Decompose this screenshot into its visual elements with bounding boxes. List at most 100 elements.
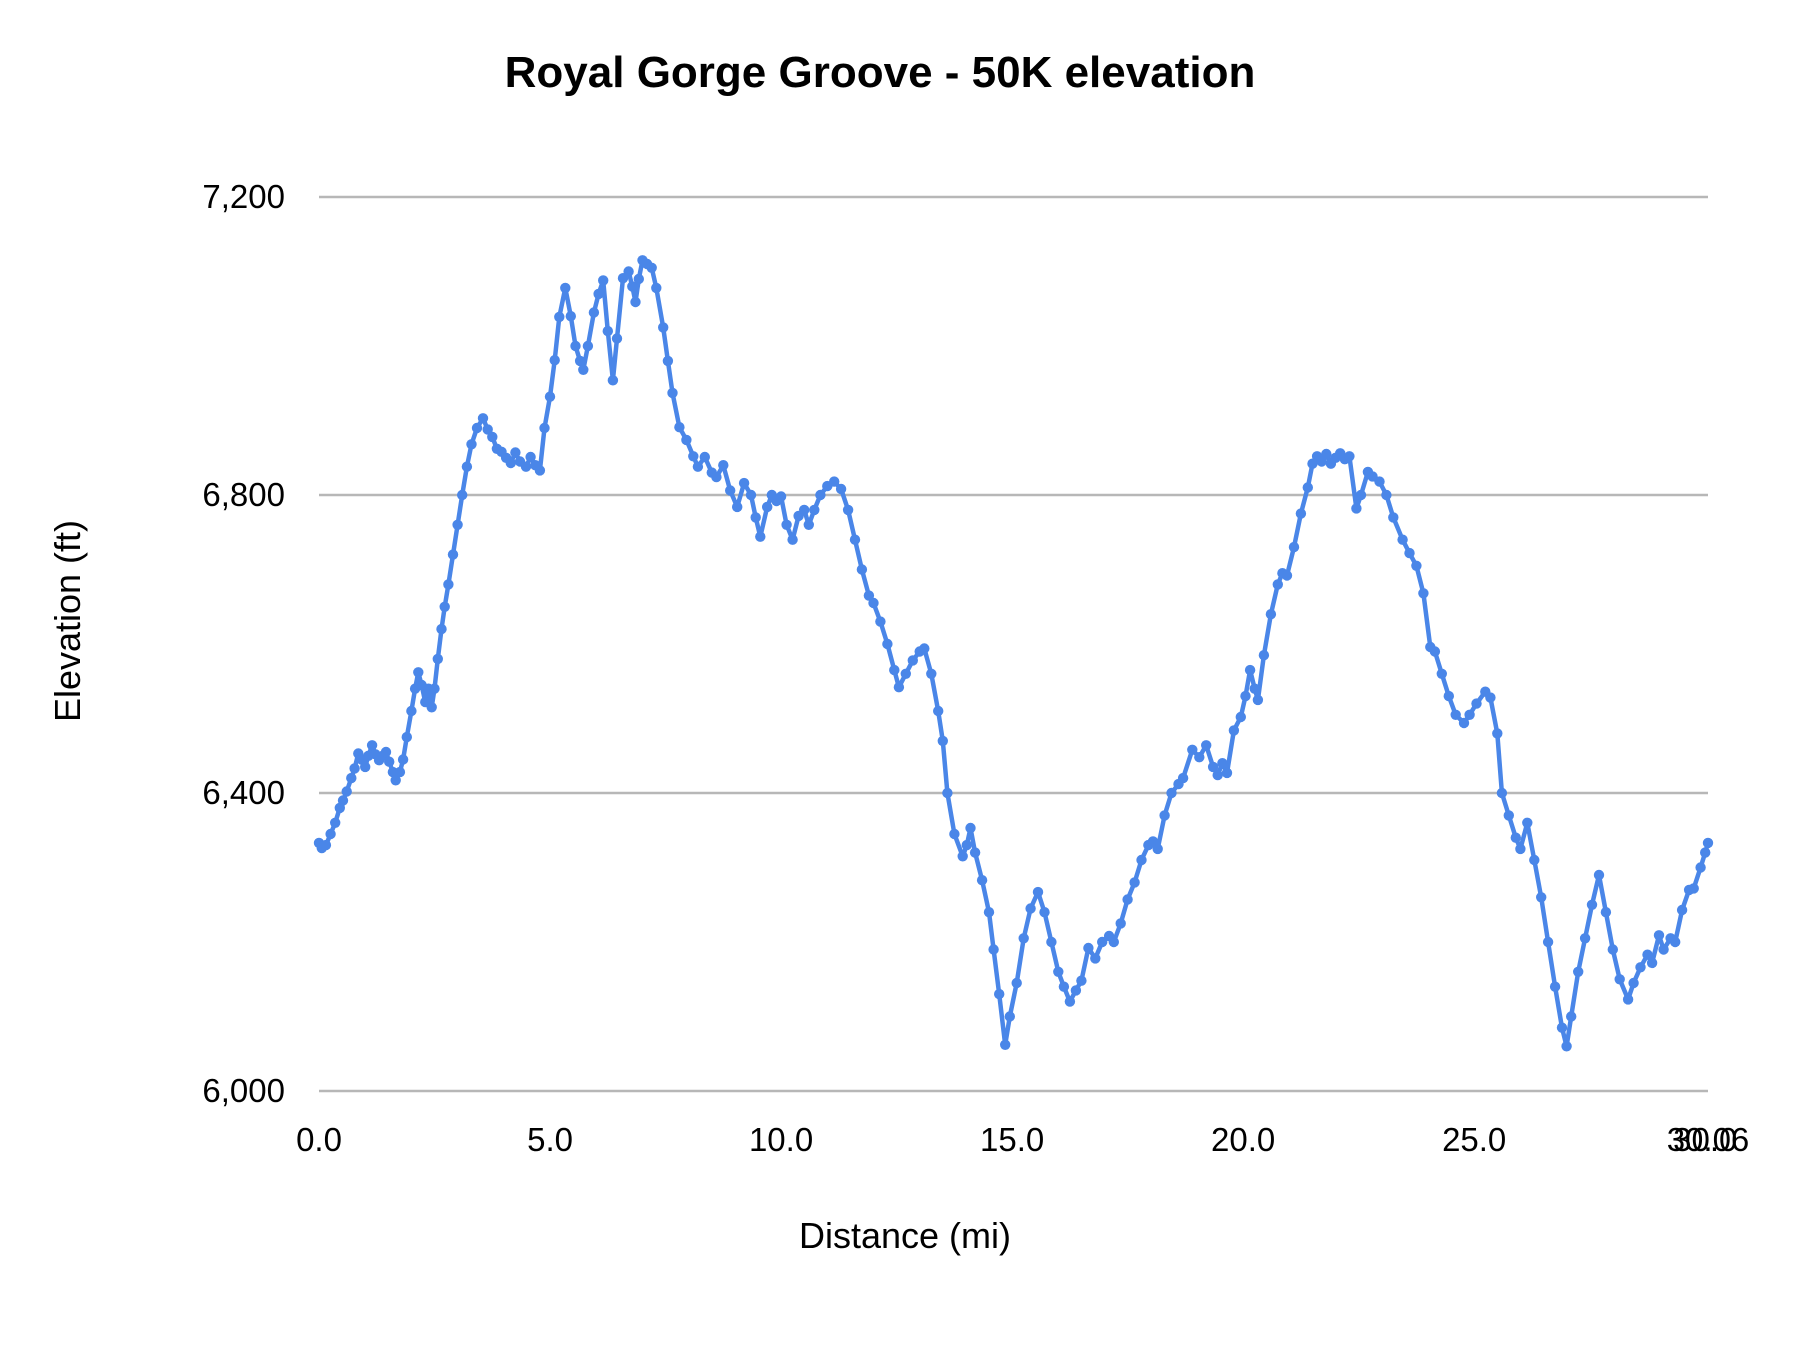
elevation-line [316, 258, 1711, 1049]
data-point [762, 501, 773, 513]
data-point [1295, 508, 1307, 519]
data-point [432, 653, 443, 665]
data-point [1586, 899, 1598, 910]
elevation-series [313, 255, 1714, 1052]
data-point [1628, 977, 1639, 989]
data-point [633, 273, 644, 285]
data-point [1221, 767, 1233, 779]
x-tick-labels: 0.0 5.0 10.0 15.0 20.0 25.0 30.030.06 [296, 1121, 1749, 1158]
data-point [1177, 772, 1189, 784]
data-point [1070, 985, 1082, 996]
data-point [1064, 996, 1076, 1007]
y-axis-title: Elevation (ft) [47, 519, 88, 723]
data-point [1464, 709, 1475, 720]
data-point [1485, 692, 1496, 703]
data-point [607, 375, 619, 386]
data-point [745, 489, 757, 501]
data-point [863, 590, 875, 601]
data-point [1302, 482, 1314, 493]
data-point [957, 851, 968, 862]
data-point [325, 828, 336, 840]
data-point [477, 413, 489, 424]
data-point [525, 451, 536, 463]
data-point [1355, 489, 1367, 501]
data-point [439, 601, 450, 612]
data-point [1053, 966, 1064, 977]
data-point [1561, 1041, 1572, 1052]
data-point [482, 424, 493, 435]
x-tick-15.0: 15.0 [980, 1121, 1044, 1158]
data-point [1436, 668, 1448, 679]
data-point [588, 307, 600, 318]
data-point [849, 534, 861, 545]
data-point [725, 485, 736, 496]
data-point [549, 355, 560, 366]
data-point [942, 787, 953, 799]
data-point [1374, 476, 1385, 487]
data-point [578, 364, 589, 375]
data-point [1566, 1011, 1577, 1022]
data-point [976, 875, 988, 886]
data-point [1515, 843, 1526, 855]
data-point [1321, 448, 1332, 460]
data-point [320, 839, 332, 851]
data-point [602, 325, 613, 337]
data-point [623, 266, 634, 277]
data-point [1522, 817, 1533, 828]
data-point [1083, 942, 1094, 954]
data-point [598, 275, 609, 286]
data-point [1622, 994, 1634, 1005]
data-point [471, 422, 483, 434]
data-point [803, 519, 814, 530]
data-point [452, 519, 463, 530]
data-point [1676, 904, 1688, 916]
data-point [1443, 690, 1455, 702]
data-point [1039, 907, 1050, 918]
data-point [1573, 966, 1584, 977]
data-point [1217, 758, 1228, 769]
data-point [1108, 936, 1120, 948]
data-point [732, 501, 743, 513]
data-point [1381, 489, 1392, 501]
data-point [487, 431, 498, 443]
data-point [1201, 740, 1212, 751]
data-point [1187, 744, 1198, 755]
data-point [1240, 690, 1251, 702]
data-point [390, 775, 401, 786]
data-point [539, 422, 550, 434]
data-point [384, 756, 395, 767]
data-point [781, 519, 792, 530]
y-tick-7,200: 7,200 [202, 178, 285, 215]
data-point [1147, 836, 1159, 847]
data-point [565, 311, 576, 322]
data-point [775, 491, 787, 502]
data-point [426, 702, 437, 713]
data-point [1496, 787, 1508, 799]
x-tick-5.0: 5.0 [527, 1121, 573, 1158]
data-point [534, 465, 546, 476]
data-point [983, 907, 995, 918]
data-point [1004, 1011, 1015, 1022]
data-point [842, 504, 854, 516]
data-point [1244, 664, 1256, 676]
data-point [787, 534, 798, 545]
data-point [1129, 877, 1140, 888]
data-point [330, 817, 341, 828]
data-point [1115, 918, 1126, 929]
data-point [1556, 1022, 1568, 1033]
data-point [1700, 847, 1711, 858]
data-point [461, 461, 473, 472]
data-point [1025, 903, 1036, 914]
data-point [443, 579, 454, 590]
data-point [1411, 560, 1422, 571]
data-point [1235, 711, 1247, 723]
y-tick-6,400: 6,400 [202, 774, 285, 811]
data-point [574, 355, 586, 367]
data-point [1653, 930, 1665, 941]
data-point [688, 451, 699, 462]
data-points [313, 255, 1714, 1052]
data-point [1258, 650, 1270, 661]
data-point [882, 638, 893, 650]
data-point [1097, 936, 1108, 948]
